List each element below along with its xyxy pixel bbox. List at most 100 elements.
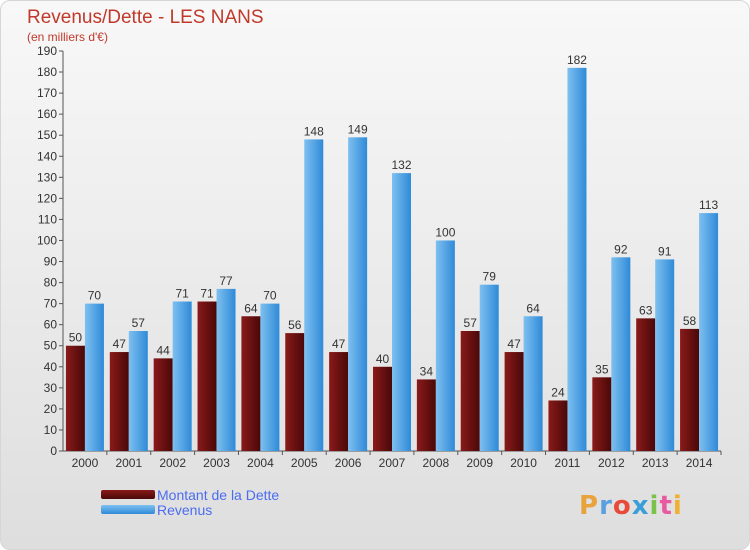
x-tick-label: 2008 [423,456,450,470]
bar-dette [329,352,349,451]
x-tick-label: 2003 [203,456,230,470]
data-label: 70 [263,289,277,303]
bar-dette [548,400,568,451]
x-tick-label: 2004 [247,456,274,470]
y-tick-label: 180 [37,65,57,79]
bar-revenus [567,67,587,451]
data-label: 47 [507,337,521,351]
data-label: 58 [683,314,697,328]
data-label: 182 [567,53,587,67]
x-tick-label: 2005 [291,456,318,470]
legend-item-dette: Montant de la Dette [101,486,280,503]
data-label: 149 [348,122,368,136]
x-tick-label: 2006 [335,456,362,470]
bar-dette [153,358,173,451]
proxiti-logo: Proxiti [579,491,683,521]
bar-dette [416,379,436,451]
y-tick-label: 70 [44,297,58,311]
data-label: 79 [483,270,497,284]
bar-revenus [348,137,368,451]
data-label: 34 [420,364,434,378]
bar-dette [65,345,85,451]
data-label: 64 [526,301,540,315]
x-tick-label: 2012 [598,456,625,470]
x-tick-label: 2013 [642,456,669,470]
data-label: 92 [614,242,628,256]
bar-revenus [523,316,543,451]
logo-letter: x [631,491,650,521]
bar-dette [504,352,524,451]
y-tick-label: 40 [44,360,58,374]
legend-swatch-dette [101,490,155,499]
bar-revenus [611,257,631,451]
logo-letter: i [649,491,660,521]
data-label: 40 [376,352,390,366]
bar-dette [592,377,612,451]
legend: Montant de la Dette Revenus [101,486,280,518]
data-label: 71 [200,287,214,301]
y-tick-label: 100 [37,233,57,247]
bar-dette [373,366,392,451]
x-tick-label: 2014 [686,456,713,470]
legend-swatch-revenus [101,505,155,514]
y-tick-label: 120 [37,191,57,205]
bar-revenus [435,240,455,451]
y-tick-label: 80 [44,276,58,290]
data-label: 63 [639,303,653,317]
chart-title: Revenus/Dette - LES NANS [27,7,264,28]
y-tick-label: 170 [37,86,57,100]
data-label: 47 [113,337,127,351]
y-tick-label: 110 [38,212,57,226]
y-tick-label: 130 [37,170,57,184]
bar-dette [636,318,656,451]
y-tick-label: 50 [44,339,58,353]
y-tick-label: 190 [37,44,57,58]
bar-revenus [260,303,280,451]
data-label: 24 [551,385,565,399]
bar-dette [680,328,700,451]
data-label: 100 [435,225,455,239]
data-label: 64 [244,301,258,315]
data-label: 91 [658,244,672,258]
data-label: 47 [332,337,346,351]
y-tick-label: 0 [50,444,57,458]
bar-dette [460,331,480,451]
logo-letter: i [672,491,683,521]
bar-revenus [84,303,104,451]
data-label: 113 [699,198,718,212]
data-label: 35 [595,362,609,376]
bar-revenus [392,173,411,451]
logo-letter: t [659,491,673,521]
x-tick-label: 2000 [72,456,99,470]
bar-revenus [216,288,236,451]
bar-revenus [655,259,675,451]
logo-letter: r [599,491,613,521]
data-label: 132 [391,158,411,172]
data-label: 70 [88,289,102,303]
bar-dette [285,333,305,451]
chart-subtitle: (en milliers d'€) [27,30,108,44]
y-tick-label: 60 [44,318,58,332]
data-label: 77 [219,274,233,288]
data-label: 56 [288,318,302,332]
bar-revenus [304,139,324,451]
bar-dette [197,301,217,451]
legend-label-dette: Montant de la Dette [157,486,280,503]
y-tick-label: 20 [44,402,58,416]
data-label: 148 [304,124,324,138]
data-label: 50 [69,331,83,345]
data-label: 71 [175,287,189,301]
legend-label-revenus: Revenus [157,501,213,518]
bar-dette [241,316,261,451]
x-tick-label: 2010 [510,456,537,470]
x-tick-label: 2007 [379,456,406,470]
y-tick-label: 150 [37,128,57,142]
bar-revenus [128,331,148,451]
bar-revenus [172,301,192,451]
x-tick-label: 2009 [466,456,493,470]
y-tick-label: 140 [37,149,57,163]
data-label: 44 [156,343,170,357]
bar-revenus [479,284,499,451]
